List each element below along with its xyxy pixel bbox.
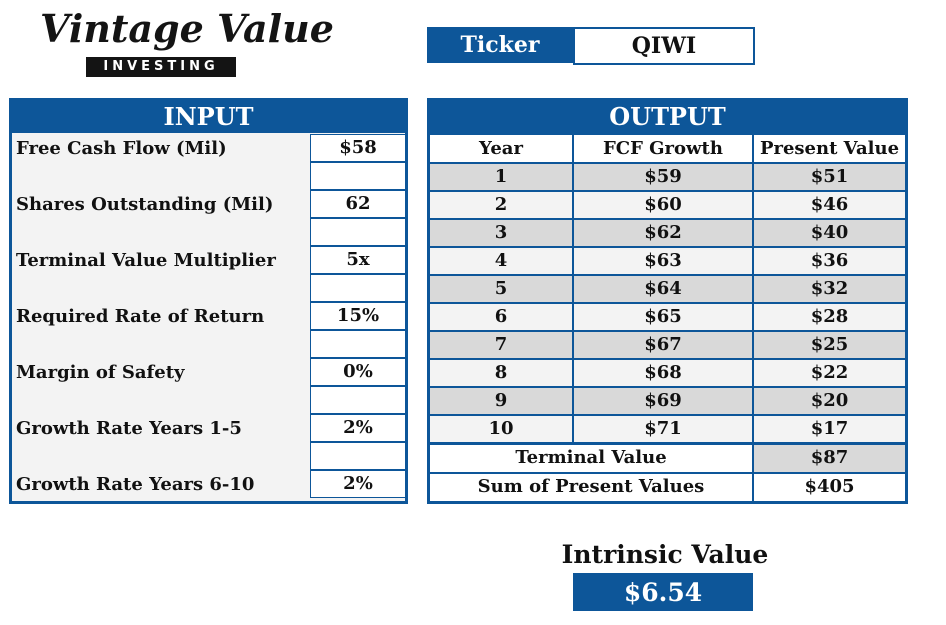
input-label-terminal-multiplier: Terminal Value Multiplier bbox=[16, 250, 276, 271]
sum-pv-label: Sum of Present Values bbox=[430, 474, 752, 501]
cell-fcf-growth: $59 bbox=[574, 164, 752, 190]
input-title: INPUT bbox=[163, 102, 254, 131]
input-spacer-box bbox=[310, 330, 406, 358]
cell-present-value: $51 bbox=[754, 164, 905, 190]
cell-present-value: $20 bbox=[754, 388, 905, 414]
column-header-present-value: Present Value bbox=[754, 135, 905, 162]
input-body: Free Cash Flow (Mil) $58 Shares Outstand… bbox=[12, 133, 406, 501]
output-panel: OUTPUT Year FCF Growth Present Value 1 $5… bbox=[427, 98, 908, 504]
input-spacer-box bbox=[310, 162, 406, 190]
intrinsic-value: $6.54 bbox=[573, 573, 753, 611]
cell-present-value: $22 bbox=[754, 360, 905, 386]
cell-fcf-growth: $68 bbox=[574, 360, 752, 386]
input-panel: INPUT Free Cash Flow (Mil) $58 Shares Ou… bbox=[9, 98, 408, 504]
cell-year: 1 bbox=[430, 164, 572, 190]
logo-script-text: Vintage Value bbox=[40, 6, 334, 51]
input-label-growth-6-10: Growth Rate Years 6-10 bbox=[16, 474, 255, 495]
input-required-return[interactable]: 15% bbox=[310, 302, 406, 330]
terminal-value: $87 bbox=[754, 445, 905, 472]
intrinsic-value-label: Intrinsic Value bbox=[561, 540, 769, 569]
input-free-cash-flow[interactable]: $58 bbox=[310, 134, 406, 162]
input-label-margin-of-safety: Margin of Safety bbox=[16, 362, 185, 383]
cell-fcf-growth: $62 bbox=[574, 220, 752, 246]
cell-present-value: $28 bbox=[754, 304, 905, 330]
input-shares-outstanding[interactable]: 62 bbox=[310, 190, 406, 218]
logo-investing-bar: INVESTING bbox=[86, 57, 236, 77]
cell-year: 4 bbox=[430, 248, 572, 274]
cell-present-value: $40 bbox=[754, 220, 905, 246]
input-label-required-return: Required Rate of Return bbox=[16, 306, 265, 327]
cell-present-value: $25 bbox=[754, 332, 905, 358]
cell-year: 6 bbox=[430, 304, 572, 330]
cell-present-value: $32 bbox=[754, 276, 905, 302]
output-title: OUTPUT bbox=[609, 102, 726, 131]
input-spacer-box bbox=[310, 218, 406, 246]
sum-pv-value: $405 bbox=[754, 474, 905, 501]
cell-year: 5 bbox=[430, 276, 572, 302]
input-margin-of-safety[interactable]: 0% bbox=[310, 358, 406, 386]
terminal-value-label: Terminal Value bbox=[430, 445, 752, 472]
cell-year: 7 bbox=[430, 332, 572, 358]
input-label-free-cash-flow: Free Cash Flow (Mil) bbox=[16, 138, 227, 159]
cell-year: 8 bbox=[430, 360, 572, 386]
cell-present-value: $46 bbox=[754, 192, 905, 218]
input-spacer-box bbox=[310, 274, 406, 302]
cell-fcf-growth: $64 bbox=[574, 276, 752, 302]
input-growth-6-10[interactable]: 2% bbox=[310, 470, 406, 498]
cell-year: 3 bbox=[430, 220, 572, 246]
cell-fcf-growth: $60 bbox=[574, 192, 752, 218]
input-terminal-multiplier[interactable]: 5x bbox=[310, 246, 406, 274]
input-label-shares-outstanding: Shares Outstanding (Mil) bbox=[16, 194, 274, 215]
ticker-label: Ticker bbox=[427, 27, 573, 63]
ticker-input[interactable]: QIWI bbox=[573, 27, 755, 65]
input-spacer-box bbox=[310, 386, 406, 414]
cell-fcf-growth: $63 bbox=[574, 248, 752, 274]
cell-fcf-growth: $65 bbox=[574, 304, 752, 330]
cell-fcf-growth: $71 bbox=[574, 416, 752, 442]
column-header-year: Year bbox=[430, 135, 572, 162]
input-spacer-box bbox=[310, 442, 406, 470]
cell-fcf-growth: $67 bbox=[574, 332, 752, 358]
cell-year: 10 bbox=[430, 416, 572, 442]
cell-year: 2 bbox=[430, 192, 572, 218]
input-label-growth-1-5: Growth Rate Years 1-5 bbox=[16, 418, 242, 439]
cell-present-value: $17 bbox=[754, 416, 905, 442]
column-header-fcf-growth: FCF Growth bbox=[574, 135, 752, 162]
cell-present-value: $36 bbox=[754, 248, 905, 274]
input-growth-1-5[interactable]: 2% bbox=[310, 414, 406, 442]
cell-year: 9 bbox=[430, 388, 572, 414]
cell-fcf-growth: $69 bbox=[574, 388, 752, 414]
